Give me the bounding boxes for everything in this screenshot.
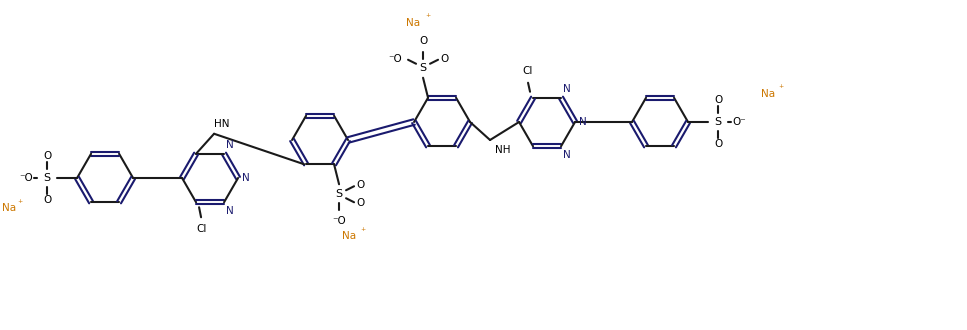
Text: ⁺: ⁺ xyxy=(361,227,366,237)
Text: O: O xyxy=(356,198,365,208)
Text: N: N xyxy=(563,150,571,160)
Text: ⁻O: ⁻O xyxy=(389,54,402,64)
Text: Cl: Cl xyxy=(196,224,206,234)
Text: O: O xyxy=(356,180,365,190)
Text: Na: Na xyxy=(2,203,16,213)
Text: O: O xyxy=(43,195,51,205)
Text: N: N xyxy=(226,140,234,150)
Text: Na: Na xyxy=(406,18,420,28)
Text: N: N xyxy=(563,84,571,94)
Text: O: O xyxy=(43,151,51,161)
Text: ⁻O: ⁻O xyxy=(19,173,33,183)
Text: HN: HN xyxy=(214,119,229,129)
Text: S: S xyxy=(336,189,342,199)
Text: S: S xyxy=(420,63,426,73)
Text: ⁺: ⁺ xyxy=(425,13,430,23)
Text: ⁺: ⁺ xyxy=(778,84,783,94)
Text: NH: NH xyxy=(495,145,511,155)
Text: ⁻O: ⁻O xyxy=(333,216,346,226)
Text: ⁺: ⁺ xyxy=(17,199,22,209)
Text: O: O xyxy=(419,36,427,46)
Text: O: O xyxy=(714,139,722,149)
Text: N: N xyxy=(242,173,249,183)
Text: O: O xyxy=(714,95,722,105)
Text: N: N xyxy=(226,206,234,216)
Text: N: N xyxy=(579,117,587,127)
Text: O⁻: O⁻ xyxy=(732,117,746,127)
Text: Na: Na xyxy=(342,231,356,241)
Text: Na: Na xyxy=(761,89,776,99)
Text: O: O xyxy=(440,54,448,64)
Text: Cl: Cl xyxy=(523,66,533,76)
Text: S: S xyxy=(715,117,721,127)
Text: S: S xyxy=(44,173,50,183)
